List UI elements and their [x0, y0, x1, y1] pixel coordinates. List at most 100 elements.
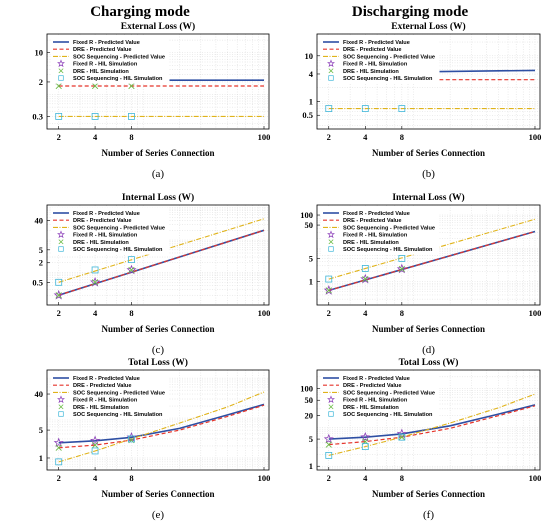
legend-label: SOC Sequencing - HIL Simulation	[73, 247, 163, 253]
legend-box	[320, 372, 440, 420]
hil-point-dre	[55, 444, 62, 451]
y-tick-label: 20	[305, 411, 314, 421]
chart-a: External Loss (W) 2 4 8 100 0.3 2 10 Number of S…	[32, 21, 270, 180]
legend-label: Fixed R - Predicted Value	[73, 40, 140, 46]
x-axis-label: Number of Series Connection	[101, 148, 214, 158]
legend-label: SOC Sequencing - HIL Simulation	[343, 412, 433, 418]
hil-point-dre	[91, 442, 99, 449]
hil-point-soc	[128, 256, 135, 264]
legend-swatch	[58, 246, 64, 252]
hil-point-fixed-r	[323, 285, 334, 295]
y-tick-label: 50	[305, 220, 314, 230]
chart-title: Total Loss (W)	[128, 357, 188, 368]
legend-swatch	[327, 230, 335, 239]
subfigure-label: (c)	[152, 344, 165, 356]
y-tick-label: 40	[35, 215, 44, 225]
x-axis-label: Number of Series Connection	[372, 324, 485, 334]
chart-c: Internal Loss (W) 2 4 8 100 0.5 2 5 40 Number of …	[32, 192, 270, 356]
hil-point-dre	[55, 82, 62, 90]
legend-label: Fixed R - HIL Simulation	[73, 233, 138, 239]
x-axis-label: Number of Series Connection	[372, 148, 485, 158]
x-tick-label: 100	[258, 308, 271, 318]
hil-point-dre	[128, 266, 135, 274]
legend-label: Fixed R - HIL Simulation	[73, 398, 138, 404]
x-tick-label: 8	[400, 473, 404, 483]
subfigure-label: (f)	[423, 509, 434, 521]
hil-point-fixed-r	[360, 273, 371, 284]
legend-label: SOC Sequencing - Predicted Value	[343, 54, 435, 60]
y-tick-label: 5	[39, 425, 43, 435]
hil-point-dre	[398, 434, 405, 441]
plot-frame	[46, 204, 270, 306]
legend-label: DRE - HIL Simulation	[73, 240, 129, 246]
legend-label: SOC Sequencing - HIL Simulation	[73, 412, 163, 418]
y-tick-label: 4	[309, 69, 314, 79]
hil-point-soc	[128, 435, 135, 443]
hil-point-soc	[55, 278, 63, 286]
legend-box	[50, 36, 170, 84]
x-tick-label: 4	[363, 473, 368, 483]
legend-label: Fixed R - HIL Simulation	[343, 233, 408, 239]
legend-label: Fixed R - HIL Simulation	[73, 62, 138, 68]
legend-swatch	[58, 75, 64, 81]
x-tick-label: 8	[400, 132, 404, 142]
hil-point-fixed-r	[53, 437, 64, 448]
legend-swatch	[57, 59, 65, 68]
y-tick-label: 5	[39, 245, 43, 255]
x-tick-label: 8	[400, 308, 404, 318]
hil-point-soc	[91, 447, 99, 455]
y-tick-label: 1	[39, 453, 43, 463]
y-tick-label: 1	[309, 96, 313, 106]
y-tick-label: 5	[309, 434, 313, 444]
series-line-2	[328, 405, 536, 446]
x-tick-label: 2	[327, 473, 331, 483]
chart-title: Total Loss (W)	[399, 357, 459, 368]
hil-point-fixed-r	[126, 264, 137, 275]
legend-label: DRE - HIL Simulation	[343, 405, 399, 411]
hil-point-fixed-r	[396, 263, 407, 274]
legend-label: SOC Sequencing - HIL Simulation	[343, 76, 433, 82]
x-tick-label: 4	[93, 308, 98, 318]
legend-label: DRE - HIL Simulation	[73, 69, 129, 75]
plot-frame	[46, 369, 270, 471]
legend-label: Fixed R - Predicted Value	[343, 211, 410, 217]
legend-label: DRE - Predicted Value	[343, 383, 401, 389]
legend-label: DRE - HIL Simulation	[73, 405, 129, 411]
legend-label: DRE - Predicted Value	[343, 218, 401, 224]
legend-label: DRE - Predicted Value	[73, 218, 131, 224]
series-line-3	[328, 393, 536, 456]
hil-point-fixed-r	[90, 435, 101, 446]
legend-label: DRE - Predicted Value	[73, 383, 131, 389]
legend-box	[50, 207, 170, 255]
legend-swatch	[58, 411, 64, 417]
x-tick-label: 2	[327, 308, 331, 318]
y-tick-label: 0.5	[302, 110, 313, 120]
hil-point-soc	[361, 265, 369, 272]
x-tick-label: 2	[57, 132, 61, 142]
x-tick-label: 8	[129, 132, 133, 142]
x-tick-label: 4	[363, 132, 368, 142]
legend-swatch	[328, 239, 334, 245]
legend-swatch	[328, 404, 334, 410]
x-tick-label: 100	[258, 132, 271, 142]
legend-label: Fixed R - Predicted Value	[343, 40, 410, 46]
hil-point-dre	[362, 275, 369, 283]
hil-point-soc	[361, 443, 369, 451]
hil-point-soc	[325, 105, 333, 112]
legend-label: SOC Sequencing - HIL Simulation	[73, 76, 163, 82]
legend-box	[50, 372, 170, 420]
y-tick-label: 0.5	[32, 277, 43, 287]
series-line-3	[58, 391, 265, 463]
legend-box	[320, 36, 440, 84]
chart-b: External Loss (W) 2 4 8 100 0.5 1 4 10 Number of …	[302, 21, 541, 180]
legend-label: DRE - HIL Simulation	[343, 69, 399, 75]
x-axis-label: Number of Series Connection	[101, 489, 214, 499]
legend-label: SOC Sequencing - Predicted Value	[73, 54, 165, 60]
hil-point-soc	[398, 433, 406, 441]
